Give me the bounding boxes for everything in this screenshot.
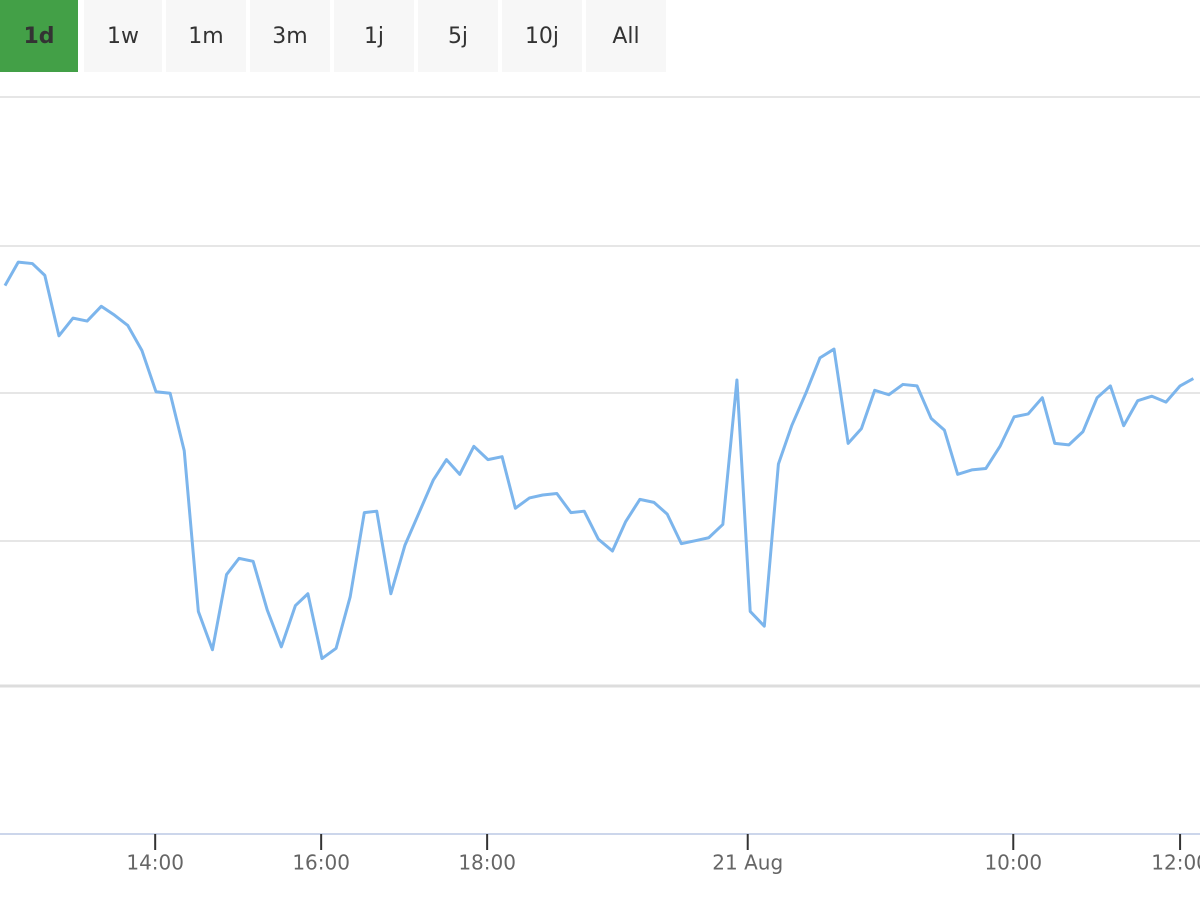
x-tick-label: 12:00 <box>1151 851 1200 875</box>
x-tick-label: 18:00 <box>458 851 516 875</box>
range-button-label[interactable]: 5j <box>448 24 468 49</box>
range-button[interactable] <box>250 0 330 72</box>
range-button[interactable] <box>84 0 162 72</box>
range-button[interactable] <box>418 0 498 72</box>
x-tick-label: 16:00 <box>292 851 350 875</box>
x-tick-label: 21 Aug <box>712 851 783 875</box>
range-button-label[interactable]: 3m <box>272 24 307 49</box>
range-button-label[interactable]: All <box>612 24 639 49</box>
range-button-label[interactable]: 1j <box>364 24 384 49</box>
range-button-label[interactable]: 1m <box>188 24 223 49</box>
range-button[interactable] <box>0 0 78 72</box>
x-tick-label: 10:00 <box>984 851 1042 875</box>
range-button[interactable] <box>334 0 414 72</box>
range-button-label[interactable]: 10j <box>525 24 559 49</box>
x-tick-label: 14:00 <box>126 851 184 875</box>
data-line <box>3 260 1195 661</box>
range-button[interactable] <box>586 0 666 72</box>
range-button-label[interactable]: 1d <box>23 24 54 49</box>
range-button[interactable] <box>502 0 582 72</box>
range-button[interactable] <box>166 0 246 72</box>
range-button-label[interactable]: 1w <box>107 24 139 49</box>
